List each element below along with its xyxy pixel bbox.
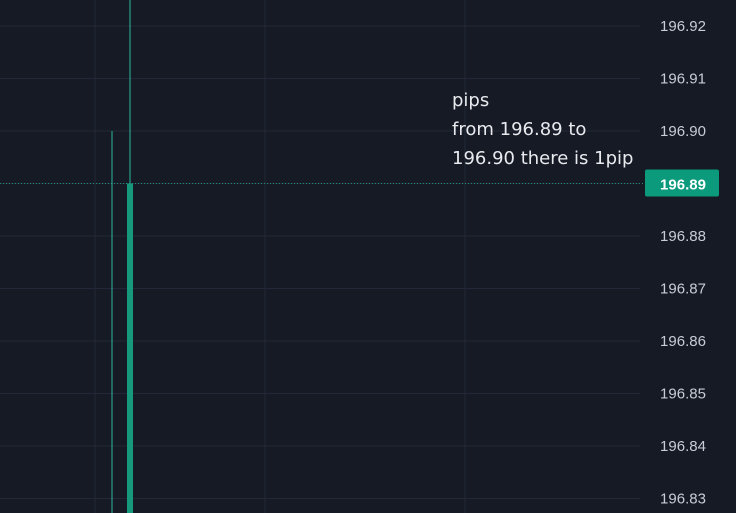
y-tick-label: 196.91: [660, 71, 706, 88]
annotation-line-2: from 196.89 to: [452, 119, 587, 140]
current-price-badge-layer: 196.89: [645, 169, 719, 197]
y-tick-label: 196.84: [660, 438, 706, 455]
y-tick-label: 196.83: [660, 491, 706, 508]
y-tick-label: 196.92: [660, 18, 706, 35]
y-tick-label: 196.86: [660, 333, 706, 350]
current-price-badge-label: 196.89: [660, 177, 706, 194]
price-axis[interactable]: 196.92 196.91 196.90 196.89 196.88 196.87 196.…: [660, 18, 706, 508]
annotation-line-3: 196.90 there is 1pip: [452, 148, 634, 169]
y-tick-label: 196.90: [660, 123, 706, 140]
y-tick-label: 196.85: [660, 386, 706, 403]
y-tick-label: 196.87: [660, 281, 706, 298]
chart-annotation[interactable]: pips from 196.89 to 196.90 there is 1pip: [452, 86, 633, 173]
candle-2-body[interactable]: [127, 183, 133, 513]
grid-layer: [0, 0, 640, 513]
current-price-badge: [645, 169, 719, 197]
candle-layer: [111, 0, 133, 513]
annotation-line-1: pips: [452, 90, 490, 111]
y-tick-label: 196.88: [660, 228, 706, 245]
